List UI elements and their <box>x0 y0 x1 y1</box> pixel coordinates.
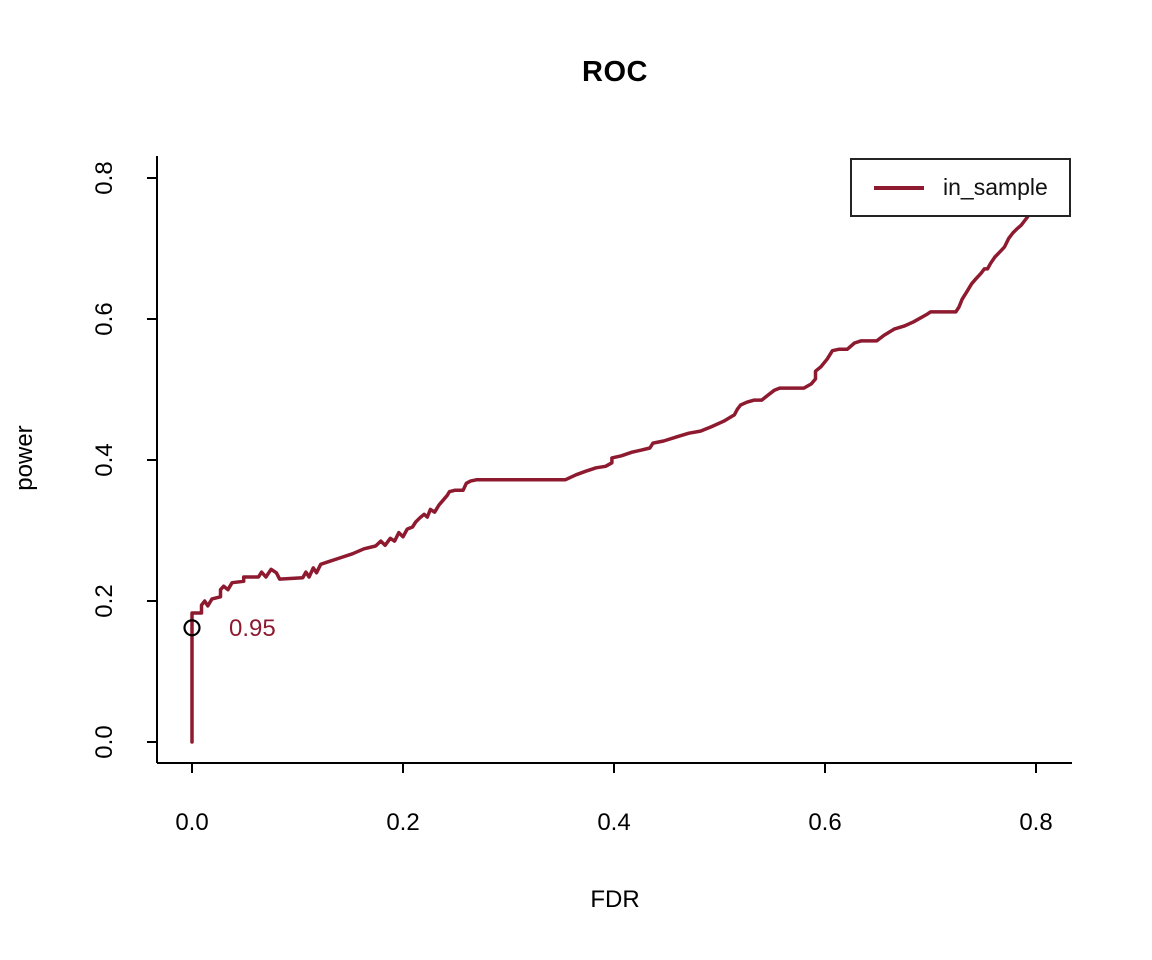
legend-box: in_sample <box>850 158 1071 217</box>
x-tick-label: 0.6 <box>808 809 841 836</box>
y-tick-label: 0.6 <box>91 302 118 335</box>
plot-title: ROC <box>582 56 648 88</box>
legend-entry-label: in_sample <box>943 174 1048 200</box>
x-tick-label: 0.4 <box>597 809 630 836</box>
y-tick-label: 0.4 <box>91 443 118 476</box>
x-tick-label: 0.0 <box>175 809 208 836</box>
threshold-marker-icon <box>183 619 201 637</box>
y-axis-label: power <box>11 425 38 491</box>
x-tick-label: 0.8 <box>1019 809 1052 836</box>
y-tick-label: 0.8 <box>91 161 118 194</box>
threshold-annotation: 0.95 <box>229 615 276 642</box>
x-axis-label: FDR <box>590 886 640 913</box>
x-tick-label: 0.2 <box>386 809 419 836</box>
roc-curve-in_sample <box>190 215 1030 744</box>
legend-line-sample-icon <box>874 185 924 190</box>
y-tick-label: 0.0 <box>91 725 118 758</box>
y-tick-label: 0.2 <box>91 584 118 617</box>
